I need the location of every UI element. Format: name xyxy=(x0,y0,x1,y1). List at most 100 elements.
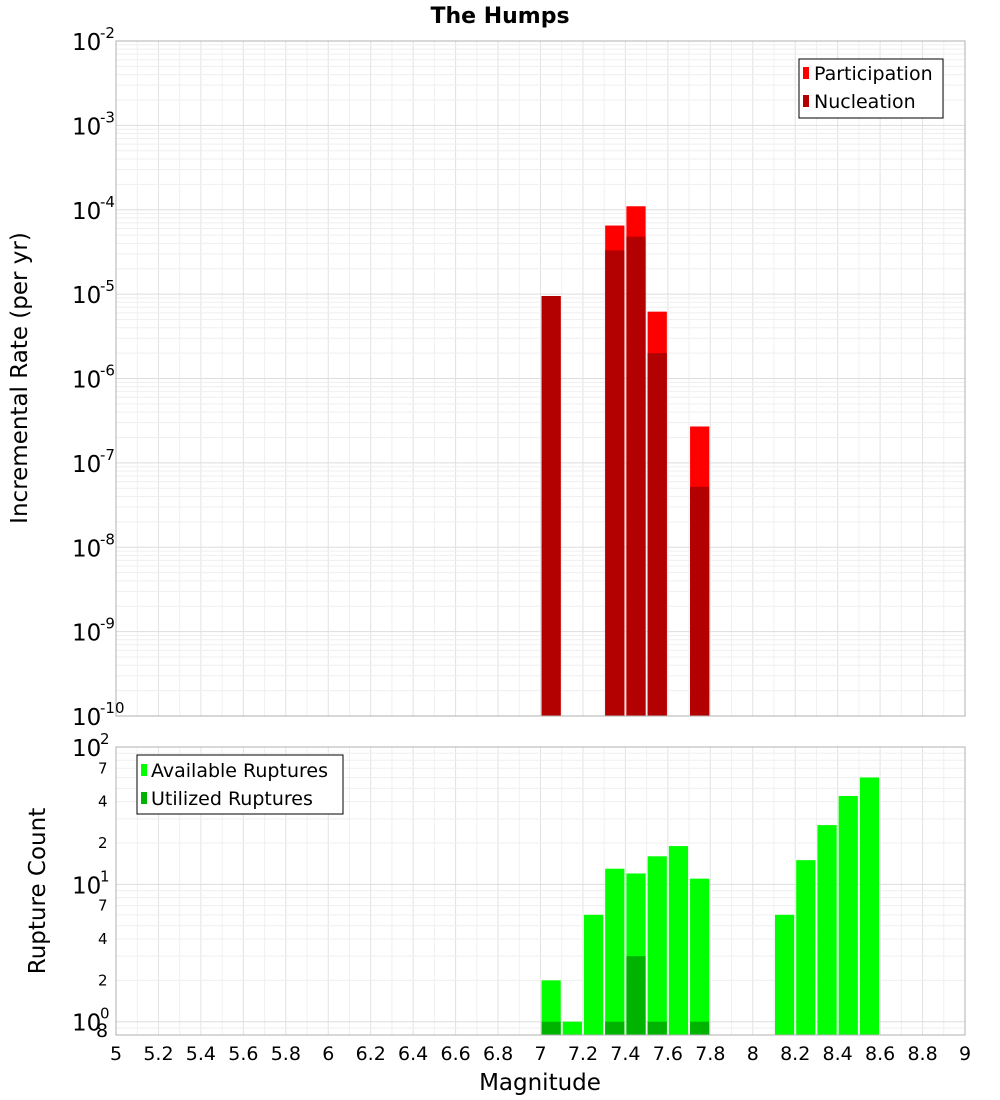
x-tick-label: 7.2 xyxy=(568,1043,598,1065)
count-y-tick-exponent: 2 xyxy=(100,730,110,748)
count-y-minor-tick-label: 2 xyxy=(98,971,108,989)
count-bar-b-7.05 xyxy=(541,1021,561,1035)
count-bar-a-8.55 xyxy=(859,777,880,1035)
x-tick-label: 8.2 xyxy=(780,1043,810,1065)
rate-y-tick-exponent: -8 xyxy=(100,530,115,548)
rate-y-tick-label: 10 xyxy=(72,621,101,647)
count-bar-a-8.25 xyxy=(796,860,816,1035)
count-bar-b-7.55 xyxy=(647,1021,667,1035)
rate-y-tick-label: 10 xyxy=(72,536,101,562)
count-plot-border xyxy=(115,746,966,1036)
count-bar-b-7.75 xyxy=(690,1021,710,1035)
x-tick-label: 8 xyxy=(747,1043,759,1065)
x-tick-label: 8.6 xyxy=(865,1043,895,1065)
count-y-tick-exponent: 1 xyxy=(100,867,110,885)
count-y-minor-tick-label: 7 xyxy=(98,897,108,915)
x-tick-labels: 5 5.2 5.4 5.6 5.8 6 6.2 6.4 6.6 6.8 7 7.2 7.4 7.6 7.8 8… xyxy=(110,1043,971,1065)
x-tick-label: 6 xyxy=(322,1043,334,1065)
x-tick-label: 9 xyxy=(959,1043,971,1065)
count-y-axis-label: Rupture Count xyxy=(25,808,51,974)
x-tick-label: 8.4 xyxy=(823,1043,853,1065)
rate-y-tick-exponent: -5 xyxy=(100,277,115,295)
count-bar-a-7.55 xyxy=(647,856,667,1035)
x-tick-label: 7.8 xyxy=(695,1043,725,1065)
count-y-minor-tick-label: 8 xyxy=(96,1020,108,1042)
rate-y-tick-exponent: -7 xyxy=(100,446,115,464)
x-tick-label: 5 xyxy=(110,1043,122,1065)
rate-y-tick-exponent: -2 xyxy=(100,24,115,42)
x-tick-label: 8.8 xyxy=(907,1043,937,1065)
count-y-tick-label: 10 xyxy=(72,736,101,762)
rate-bars xyxy=(541,206,710,717)
rate-y-tick-label: 10 xyxy=(72,30,101,56)
count-y-minor-tick-label: 4 xyxy=(98,930,108,948)
rate-y-tick-label: 10 xyxy=(72,368,101,394)
rate-plot-border xyxy=(115,40,966,717)
count-bar-a-7.25 xyxy=(583,914,604,1035)
legend-utilized-label: Utilized Ruptures xyxy=(151,788,313,810)
count-bar-a-7.15 xyxy=(562,1021,582,1035)
count-y-minor-tick-label: 2 xyxy=(98,834,108,852)
rate-legend-box xyxy=(798,58,944,119)
count-legend: Available Ruptures Utilized Ruptures xyxy=(136,754,344,815)
rate-y-tick-exponent: -4 xyxy=(100,193,115,211)
rate-y-tick-label: 10 xyxy=(72,705,101,731)
count-bar-a-7.75 xyxy=(690,878,710,1035)
legend-nucleation-label: Nucleation xyxy=(814,91,916,113)
rate-y-tick-exponent: -3 xyxy=(100,108,115,126)
x-tick-label: 5.8 xyxy=(271,1043,301,1065)
count-bars xyxy=(541,777,880,1035)
count-y-tick-label: 10 xyxy=(72,1011,101,1037)
x-tick-label: 7.6 xyxy=(653,1043,683,1065)
rate-y-axis-label: Incremental Rate (per yr) xyxy=(7,232,33,524)
count-bar-b-7.35 xyxy=(605,1021,625,1035)
rate-y-tick-label: 10 xyxy=(72,452,101,478)
x-axis-label: Magnitude xyxy=(479,1070,601,1096)
count-bar-a-8.45 xyxy=(838,795,858,1035)
count-bar-b-7.45 xyxy=(626,956,646,1035)
rate-bar-b-7.75 xyxy=(690,486,710,716)
count-bar-a-7.05 xyxy=(541,980,561,1035)
x-tick-label: 6.4 xyxy=(398,1043,428,1065)
rate-y-tick-label: 10 xyxy=(72,199,101,225)
count-y-tick-label: 10 xyxy=(72,873,101,899)
x-tick-label: 6.8 xyxy=(483,1043,513,1065)
legend-participation-label: Participation xyxy=(814,63,933,85)
count-bar-a-8.15 xyxy=(774,914,795,1035)
x-tick-label: 7.4 xyxy=(610,1043,640,1065)
x-tick-label: 5.2 xyxy=(143,1043,173,1065)
rate-bar-b-7.45 xyxy=(626,236,646,716)
count-y-minor-tick-label: 7 xyxy=(98,759,108,777)
legend-available-label: Available Ruptures xyxy=(151,760,328,782)
rate-y-tick-label: 10 xyxy=(72,283,101,309)
x-tick-label: 5.4 xyxy=(186,1043,216,1065)
rate-legend: Participation Nucleation xyxy=(798,58,944,119)
rate-y-tick-exponent: -6 xyxy=(100,362,115,380)
count-legend-box xyxy=(136,754,344,815)
legend-utilized-swatch xyxy=(141,792,147,804)
rate-bar-b-7.35 xyxy=(605,250,625,717)
count-y-minor-tick-label: 4 xyxy=(98,793,108,811)
rate-y-tick-exponent: -9 xyxy=(100,615,115,633)
chart-title: The Humps xyxy=(430,4,569,29)
rate-y-tick-exponent: -10 xyxy=(100,699,125,717)
legend-participation-swatch xyxy=(803,67,809,79)
rate-y-tick-label: 10 xyxy=(72,114,101,140)
count-bar-a-7.35 xyxy=(605,868,625,1035)
rate-bar-b-7.05 xyxy=(541,296,561,716)
legend-available-swatch xyxy=(141,764,147,776)
x-tick-label: 7 xyxy=(534,1043,546,1065)
count-bar-a-7.65 xyxy=(668,846,689,1035)
x-tick-label: 6.6 xyxy=(440,1043,470,1065)
rate-grid xyxy=(115,41,966,717)
legend-nucleation-swatch xyxy=(803,95,809,107)
count-bar-a-8.35 xyxy=(817,825,837,1035)
rate-bar-b-7.55 xyxy=(647,353,667,716)
x-tick-label: 5.6 xyxy=(228,1043,258,1065)
count-y-tick-exponent: 0 xyxy=(100,1005,110,1023)
x-tick-label: 6.2 xyxy=(356,1043,386,1065)
